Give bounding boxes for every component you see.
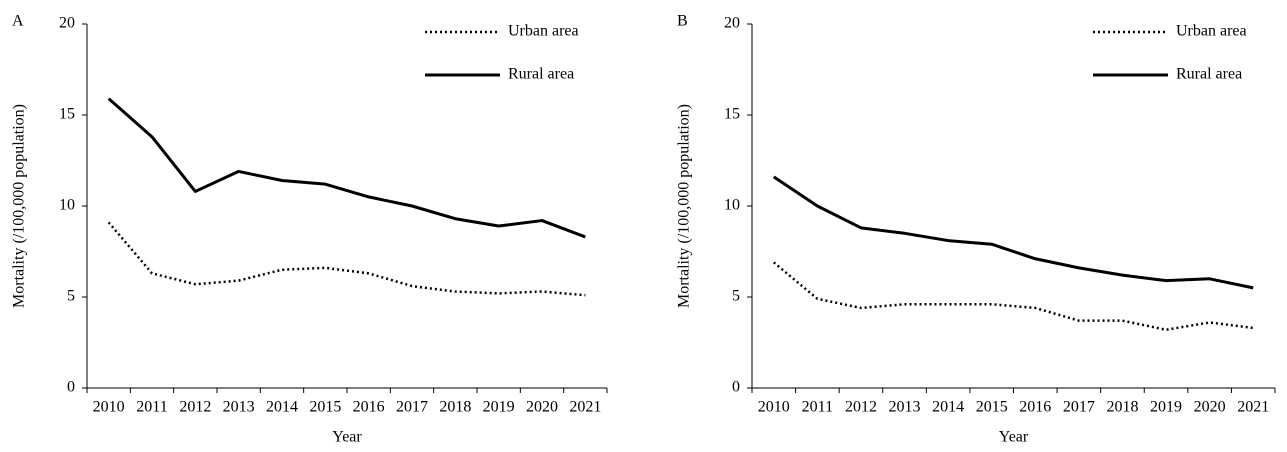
x-tick-label: 2014 (266, 399, 298, 416)
x-tick-label: 2010 (758, 399, 790, 416)
x-tick-label: 2014 (932, 399, 964, 416)
line-series (107, 97, 586, 239)
x-tick-label: 2011 (136, 399, 167, 416)
legend-label: Urban area (1176, 23, 1247, 40)
x-tick-label: 2019 (1150, 399, 1182, 416)
y-tick-label: 15 (59, 106, 75, 123)
x-tick-label: 2016 (1019, 399, 1051, 416)
panel-label: B (677, 13, 688, 30)
x-tick-label: 2013 (889, 399, 921, 416)
x-tick-label: 2020 (526, 399, 558, 416)
x-tick-label: 2015 (309, 399, 341, 416)
line-series (107, 221, 586, 297)
y-tick-label: 20 (724, 15, 740, 32)
x-tick-label: 2013 (223, 399, 255, 416)
x-tick-label: 2012 (845, 399, 877, 416)
y-tick-label: 0 (732, 379, 740, 396)
x-tick-label: 2018 (1106, 399, 1138, 416)
x-tick-label: 2011 (802, 399, 833, 416)
y-tick-label: 10 (724, 197, 740, 214)
x-tick-label: 2010 (93, 399, 125, 416)
y-tick-label: 0 (67, 379, 75, 396)
y-tick-label: 5 (732, 288, 740, 305)
y-tick-label: 15 (724, 106, 740, 123)
x-tick-label: 2012 (179, 399, 211, 416)
x-axis-label: Year (999, 429, 1029, 446)
y-tick-label: 5 (67, 288, 75, 305)
line-series (772, 261, 1254, 332)
legend-label: Rural area (508, 66, 574, 83)
legend-label: Rural area (1176, 66, 1242, 83)
y-tick-label: 10 (59, 197, 75, 214)
x-tick-label: 2017 (396, 399, 428, 416)
y-axis-label: Mortality (/100,000 population) (676, 104, 693, 308)
y-tick-label: 20 (59, 15, 75, 32)
y-axis-label: Mortality (/100,000 population) (11, 104, 28, 308)
x-tick-label: 2017 (1063, 399, 1095, 416)
line-series (772, 175, 1254, 290)
x-tick-label: 2021 (1237, 399, 1269, 416)
x-tick-label: 2018 (439, 399, 471, 416)
x-axis-label: Year (332, 429, 362, 446)
x-tick-label: 2015 (976, 399, 1008, 416)
x-tick-label: 2021 (569, 399, 601, 416)
legend-label: Urban area (508, 23, 579, 40)
x-tick-label: 2016 (353, 399, 385, 416)
x-tick-label: 2020 (1194, 399, 1226, 416)
x-tick-label: 2019 (483, 399, 515, 416)
panel-label: A (12, 13, 24, 30)
